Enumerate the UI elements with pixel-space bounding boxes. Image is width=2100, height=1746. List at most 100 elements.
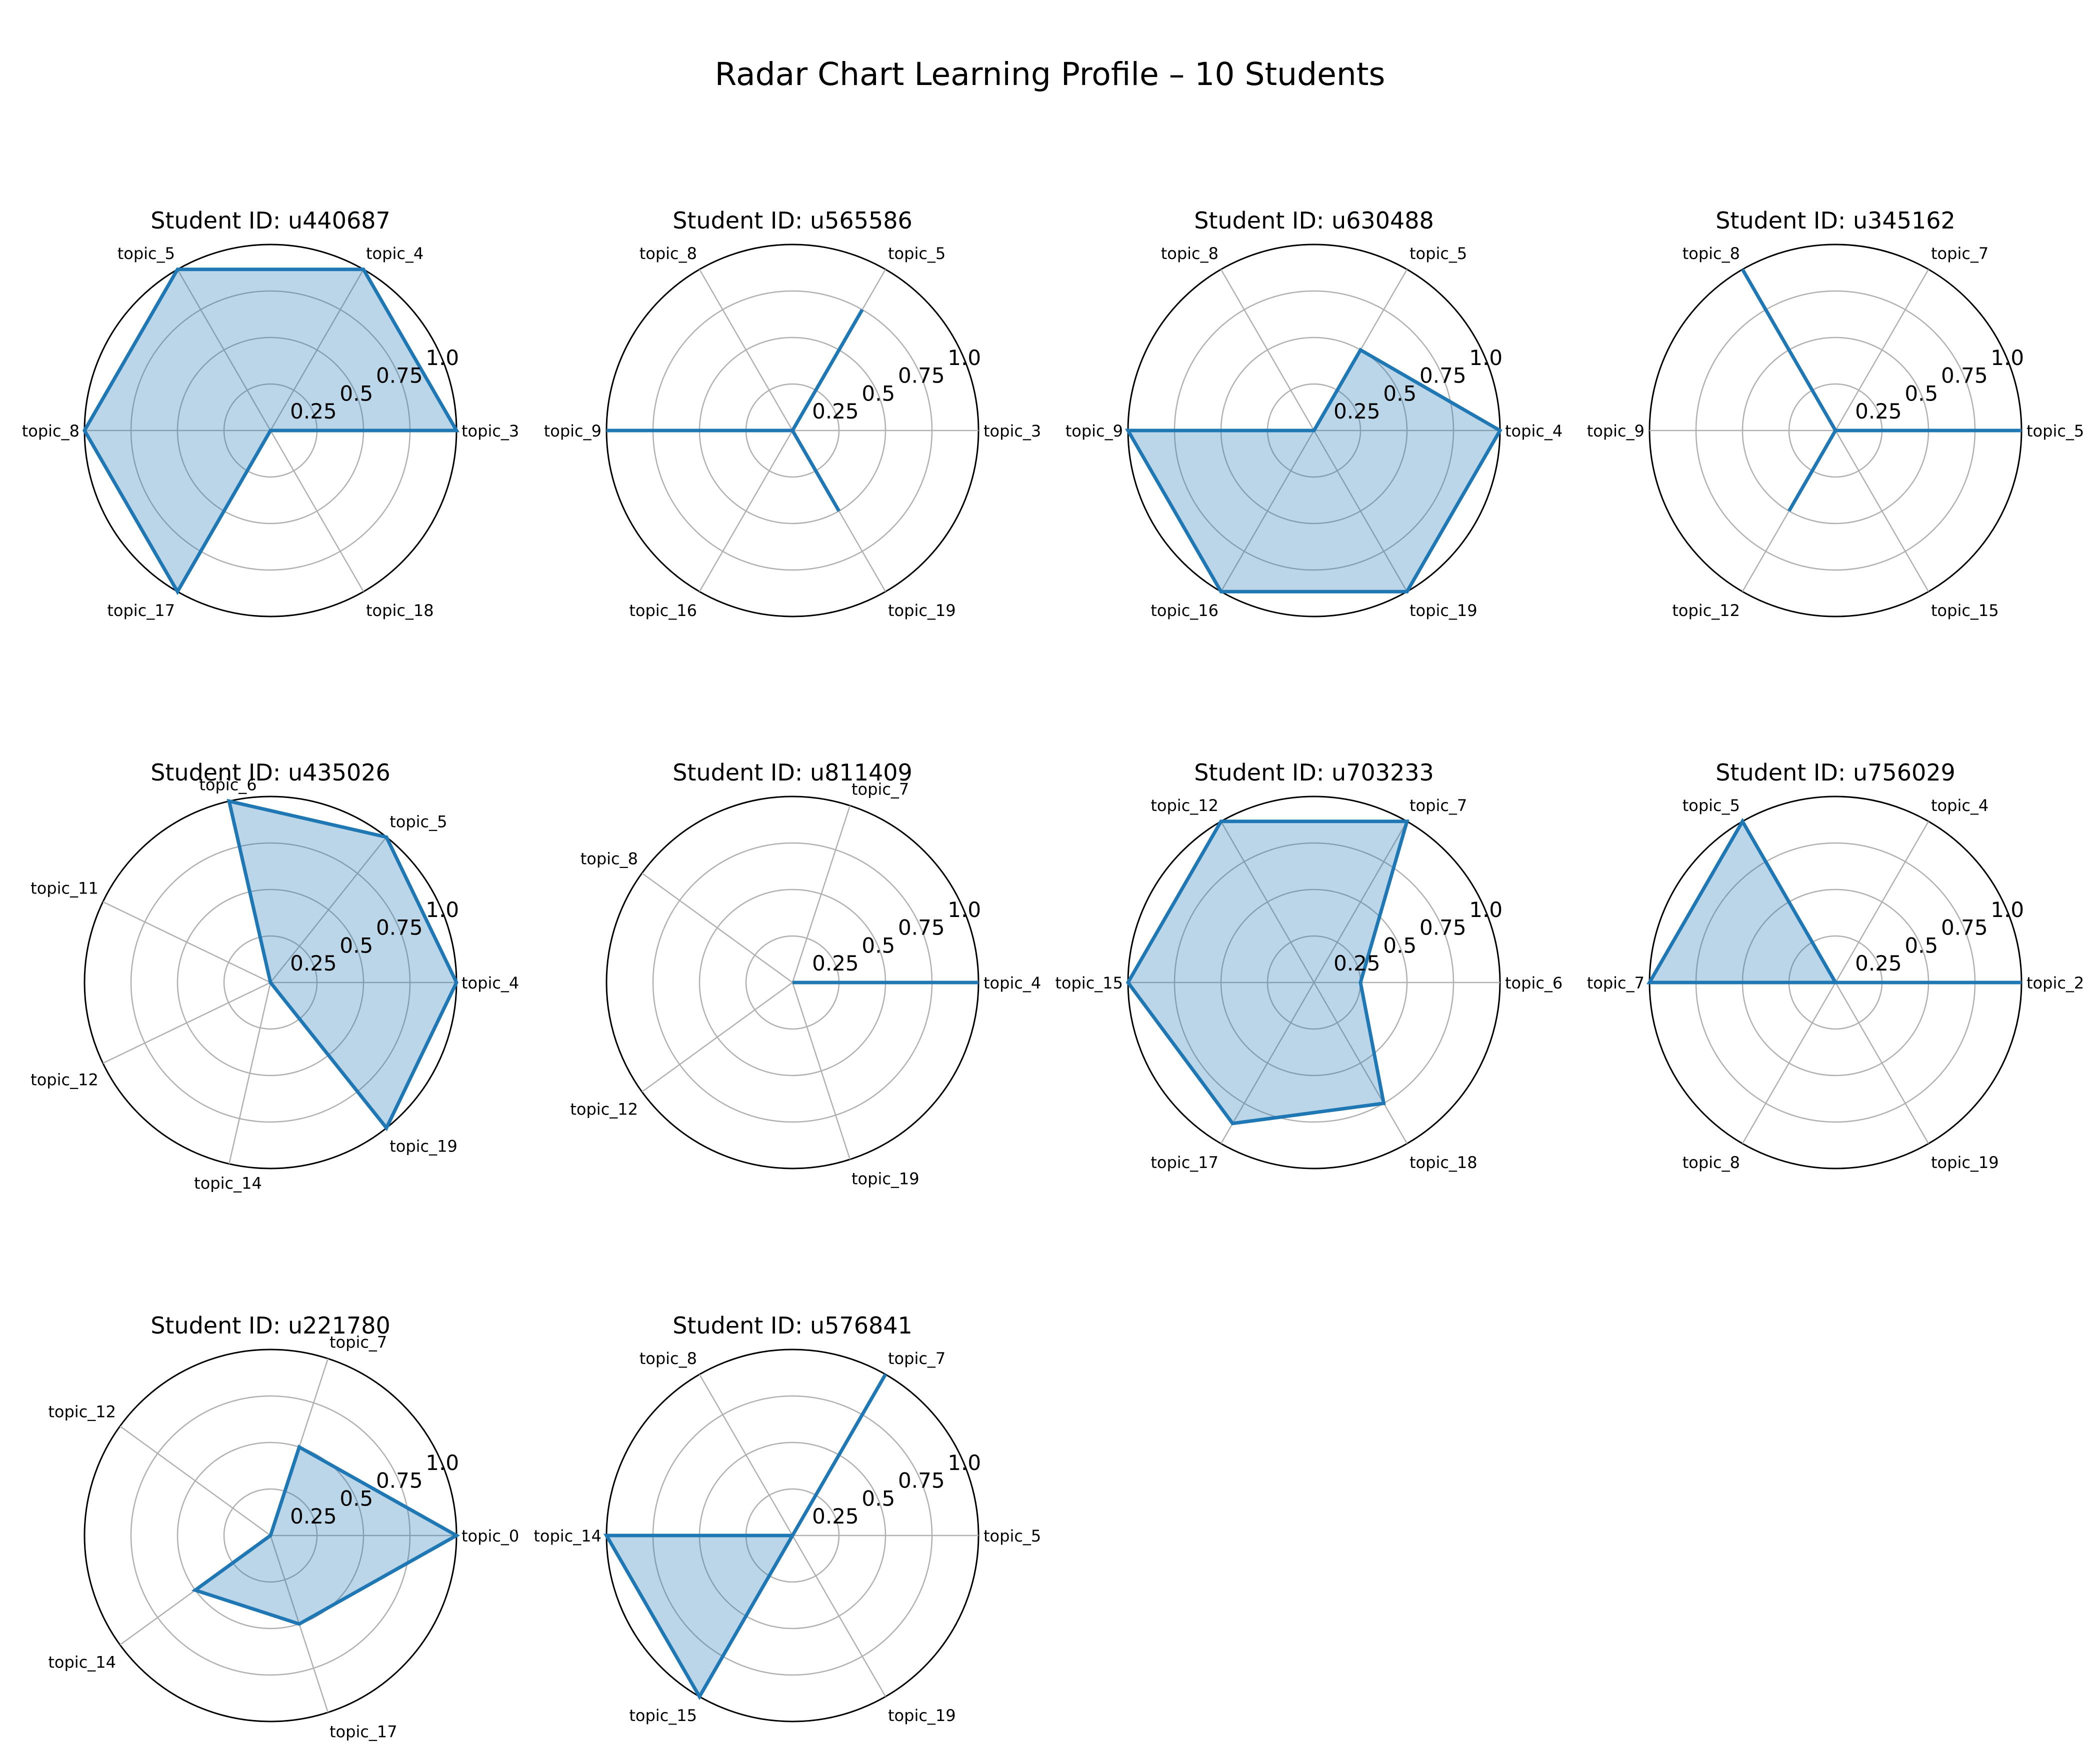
category-label: topic_15 [1931,601,1999,620]
radial-tick-label: 0.75 [898,916,945,940]
data-point [1220,591,1222,592]
spoke-line [1313,982,1408,1144]
category-label: topic_8 [22,422,80,440]
radial-tick-label: 1.0 [426,346,459,370]
radial-tick-label: 0.75 [376,364,423,388]
radial-tick-label: 0.75 [898,1468,945,1493]
category-label: topic_8 [1682,244,1740,263]
series-area [1128,350,1500,592]
radar-panel: 0.250.50.751.0 topic_5 topic_7 topic_8topic… [1587,207,2084,620]
spoke-line [1220,269,1315,431]
series-area [1128,821,1407,1124]
category-label: topic_3 [462,422,519,440]
category-label: topic_19 [1931,1153,1999,1172]
radar-panel: 0.250.50.751.0 topic_3 topic_4 topic_5topic… [22,207,520,620]
radial-tick-label: 0.25 [1334,951,1380,976]
spoke-line [642,872,793,984]
category-label: topic_4 [1931,796,1988,815]
data-point [1788,510,1790,512]
series-area [195,1447,456,1624]
panel-title: Student ID: u811409 [672,759,912,786]
category-label: topic_16 [1150,601,1218,620]
category-label: topic_8 [580,850,638,868]
radial-tick-label: 0.25 [812,399,859,424]
data-point [2021,430,2022,431]
radial-tick-label: 1.0 [1990,898,2024,922]
data-point [1406,821,1408,822]
data-point [1742,821,1743,822]
panel-title: Student ID: u345162 [1716,207,1956,234]
spoke-line [698,269,794,431]
category-label: topic_17 [1150,1153,1218,1172]
radial-tick-label: 0.5 [862,1486,895,1510]
category-label: topic_5 [390,812,447,831]
panel-title: Student ID: u221780 [150,1312,390,1339]
radar-panel: 0.250.50.751.0 topic_4 topic_5 topic_8topic… [1066,207,1563,620]
category-label: topic_19 [1410,601,1478,620]
spoke-line [1834,430,1930,592]
data-point [456,430,457,431]
data-point [1406,591,1408,592]
radial-tick-label: 0.75 [1941,916,1988,940]
data-point [792,1535,793,1536]
spoke-line [698,430,794,592]
category-label: topic_8 [1682,1153,1740,1172]
radial-tick-label: 0.75 [1420,364,1466,388]
category-label: topic_5 [888,244,946,263]
category-label: topic_19 [852,1169,920,1188]
category-label: topic_12 [30,1070,98,1090]
category-label: topic_5 [1410,244,1467,263]
data-point [1232,1123,1233,1124]
category-label: topic_19 [888,601,956,620]
spoke-line [1834,821,1930,983]
data-point [386,836,387,838]
spoke-line [102,901,271,984]
radar-panel: 0.250.50.751.0 topic_6 topic_7 topic_12topi… [1055,759,1562,1172]
spoke-line [1313,430,1408,592]
data-point [978,982,979,983]
data-point [1742,269,1743,270]
data-point [270,982,271,983]
data-point [792,982,793,983]
series-area [229,801,456,1128]
category-label: topic_14 [534,1526,602,1546]
spoke-line [698,1374,794,1536]
radial-tick-label: 0.75 [1420,916,1466,940]
category-label: topic_12 [48,1402,116,1422]
radar-panel: 0.250.50.751.0 topic_3 topic_5 topic_8topic… [544,207,1042,620]
category-label: topic_19 [888,1706,956,1725]
category-label: topic_5 [1682,796,1740,815]
series-line [1124,348,1502,594]
radial-tick-label: 0.25 [290,951,337,976]
panel-title: Student ID: u703233 [1194,759,1434,786]
radar-panels: 0.250.50.751.0topic_3topic_4topic_5topic… [22,207,2084,1741]
category-label: topic_9 [544,422,602,440]
radial-tick-label: 0.75 [898,364,945,388]
category-label: topic_5 [984,1526,1041,1546]
category-label: topic_17 [330,1722,398,1741]
spoke-line [270,269,364,431]
radial-tick-label: 0.25 [812,951,859,976]
series-area [1650,821,2022,982]
category-label: topic_9 [1066,422,1123,440]
data-point [838,510,840,512]
series-line [191,1444,460,1626]
data-point [270,430,271,431]
spoke-line [176,269,272,431]
data-point [270,1535,271,1536]
radial-tick-label: 1.0 [426,1450,459,1475]
series-line [606,308,864,512]
spoke-line [1834,982,1930,1144]
spoke-line [270,836,387,983]
series-line [603,1374,888,1700]
category-label: topic_4 [462,974,519,992]
radial-tick-label: 0.5 [862,933,895,958]
category-label: topic_7 [1587,974,1644,992]
radial-tick-label: 0.5 [862,381,895,406]
data-point [885,1374,886,1375]
series-line [1740,268,2022,512]
radial-tick-label: 0.25 [812,1504,859,1528]
radial-tick-label: 0.5 [1383,381,1416,406]
category-label: topic_12 [1150,796,1218,815]
